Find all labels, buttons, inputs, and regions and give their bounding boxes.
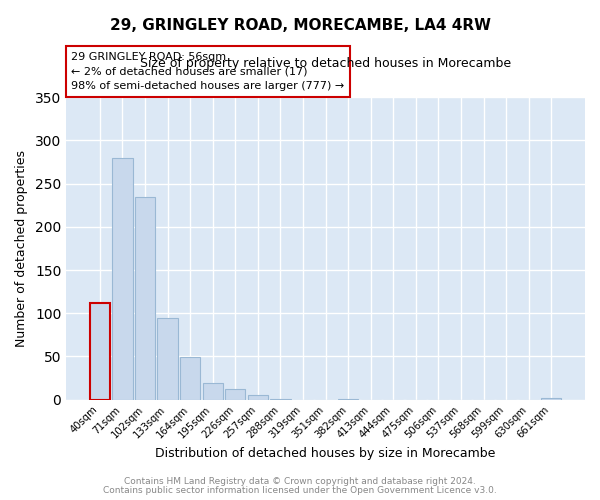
Bar	[135, 196, 155, 400]
Bar	[338, 398, 358, 400]
Bar	[225, 389, 245, 400]
Bar	[180, 358, 200, 400]
X-axis label: Distribution of detached houses by size in Morecambe: Distribution of detached houses by size …	[155, 447, 496, 460]
Title: Size of property relative to detached houses in Morecambe: Size of property relative to detached ho…	[140, 56, 511, 70]
Y-axis label: Number of detached properties: Number of detached properties	[15, 150, 28, 347]
Bar	[157, 318, 178, 400]
Bar	[248, 396, 268, 400]
Text: Contains public sector information licensed under the Open Government Licence v3: Contains public sector information licen…	[103, 486, 497, 495]
Bar	[203, 383, 223, 400]
Bar	[90, 303, 110, 400]
Bar	[112, 158, 133, 400]
Bar	[541, 398, 562, 400]
Text: 29, GRINGLEY ROAD, MORECAMBE, LA4 4RW: 29, GRINGLEY ROAD, MORECAMBE, LA4 4RW	[110, 18, 491, 32]
Text: Contains HM Land Registry data © Crown copyright and database right 2024.: Contains HM Land Registry data © Crown c…	[124, 477, 476, 486]
Bar	[271, 398, 290, 400]
Text: 29 GRINGLEY ROAD: 56sqm
← 2% of detached houses are smaller (17)
98% of semi-det: 29 GRINGLEY ROAD: 56sqm ← 2% of detached…	[71, 52, 344, 92]
